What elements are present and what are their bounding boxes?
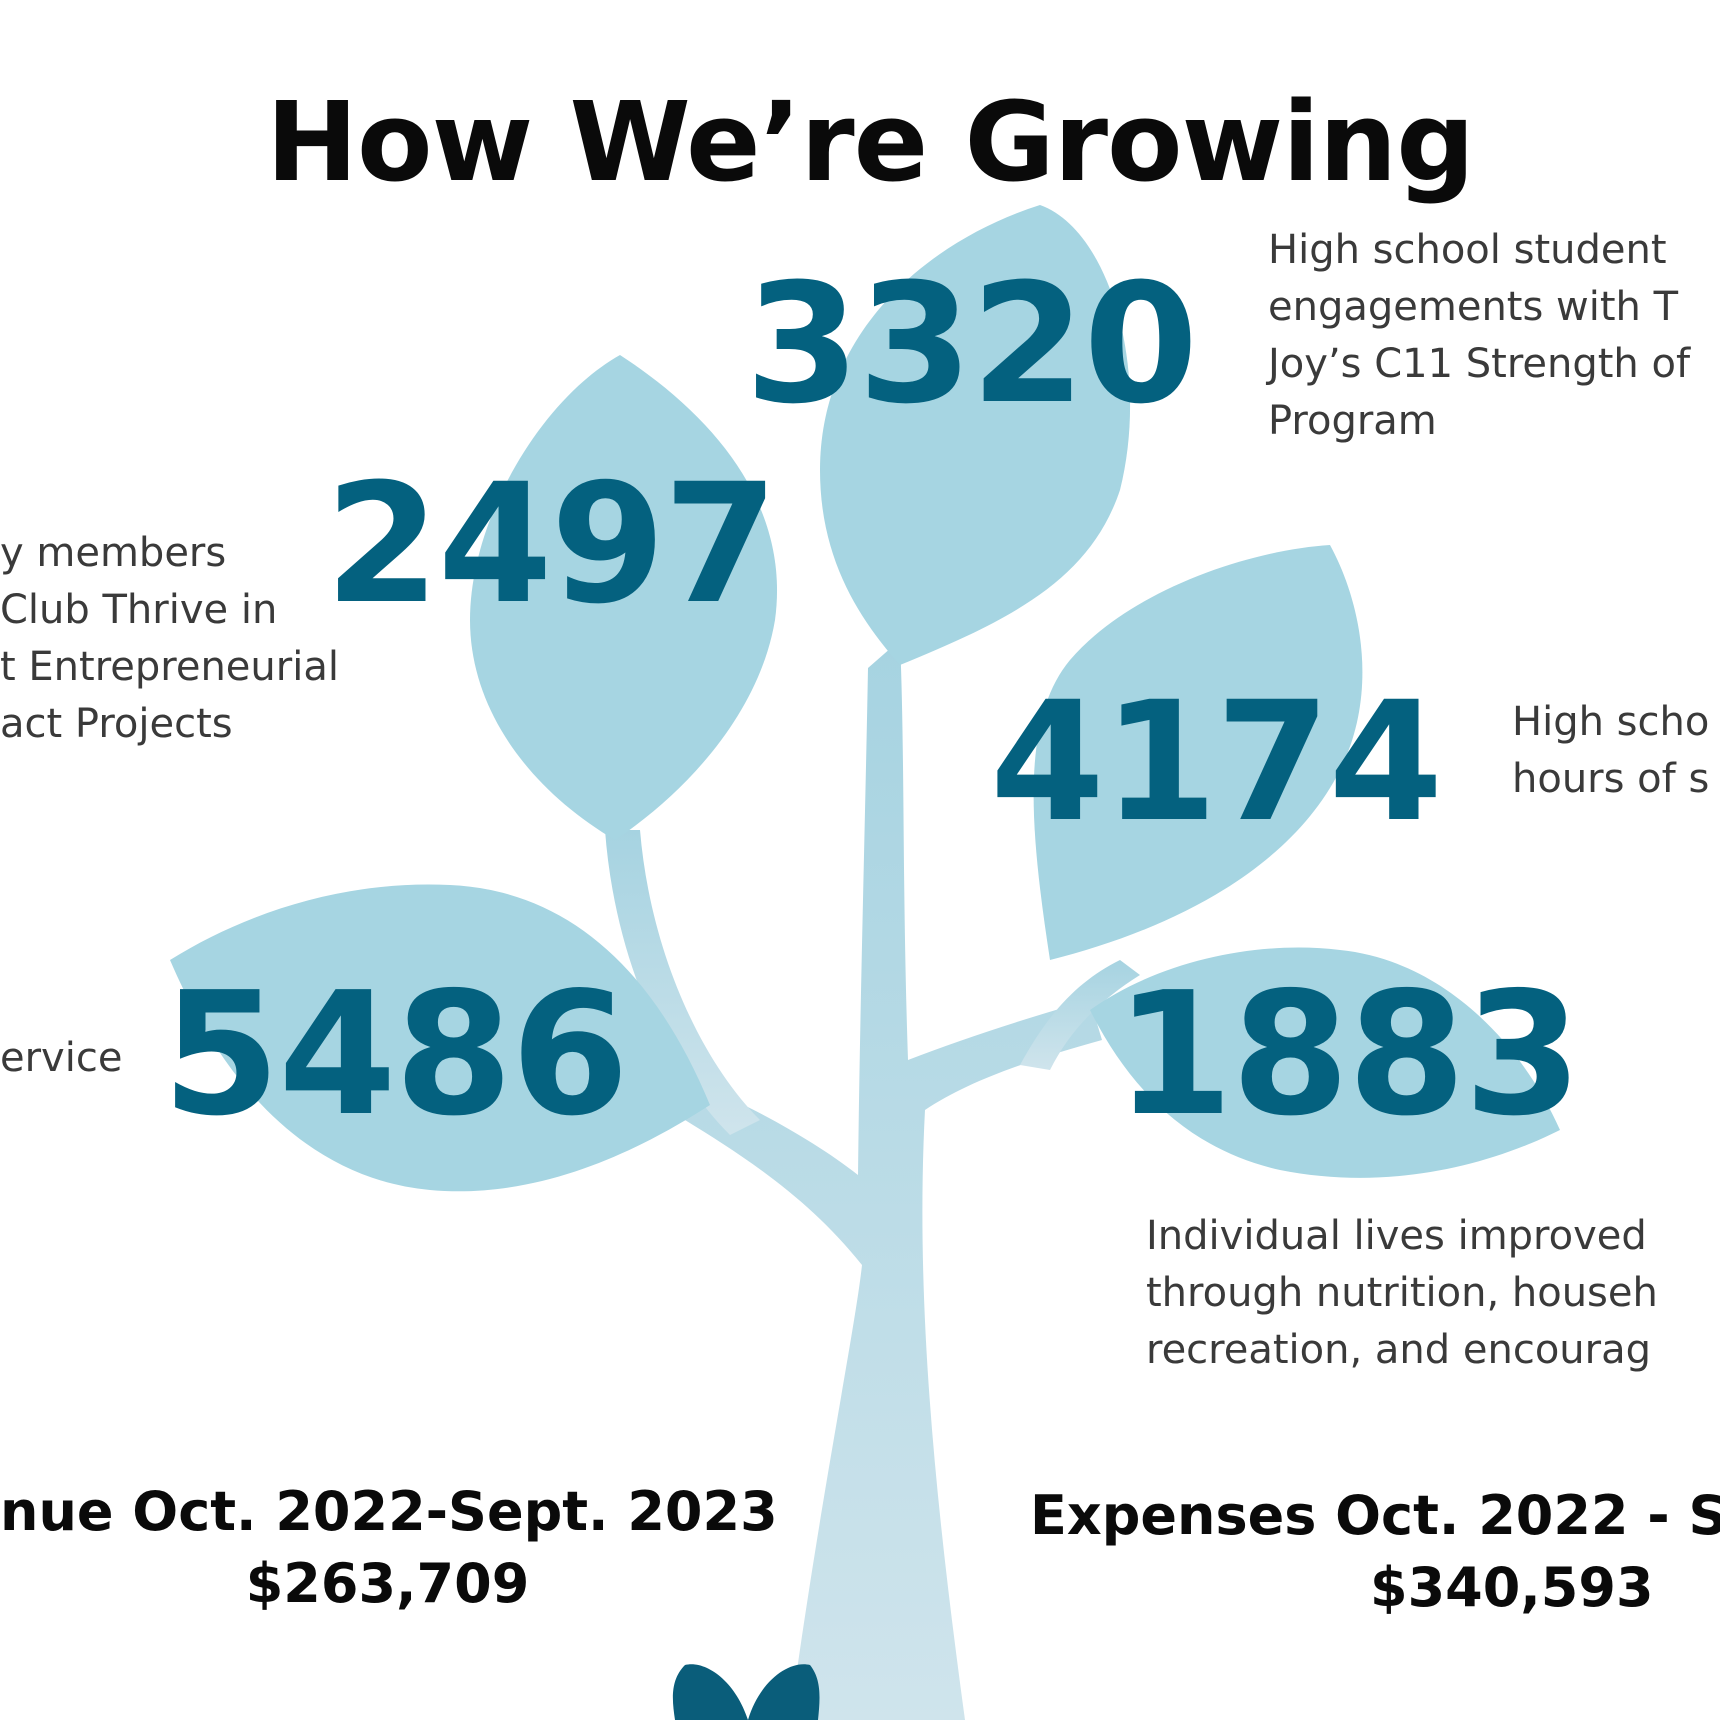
leaf-lower-right: [1090, 947, 1560, 1178]
stat-4174-value: 4174: [990, 666, 1443, 858]
revenue-amount: $263,709: [245, 1552, 530, 1615]
expenses-block: Expenses Oct. 2022 - Se $340,593: [1030, 1480, 1720, 1624]
stat-2497-line: t Entrepreneurial: [0, 644, 339, 690]
tree-branch-right: [1020, 960, 1140, 1070]
stat-1883-description: Individual lives improved through nutrit…: [1146, 1208, 1658, 1379]
stat-4174-description: High scho hours of s: [1512, 694, 1709, 808]
page-title: How We’re Growing: [266, 78, 1475, 206]
stat-3320-line: High school student: [1268, 227, 1667, 273]
stat-1883-line: Individual lives improved: [1146, 1213, 1647, 1259]
leaf-upper-left: [470, 355, 778, 840]
stat-4174-line: hours of s: [1512, 756, 1710, 802]
tree-trunk: [685, 640, 1102, 1720]
stat-2497-line: Club Thrive in: [0, 587, 278, 633]
stat-3320-line: engagements with T: [1268, 284, 1679, 330]
stat-1883-line: through nutrition, househ: [1146, 1270, 1658, 1316]
stat-1883-line: recreation, and encourag: [1146, 1327, 1651, 1373]
stat-2497-line: act Projects: [0, 701, 233, 747]
stat-3320-value: 3320: [745, 248, 1198, 440]
tree-branch-left: [605, 830, 760, 1135]
expenses-amount: $340,593: [1370, 1556, 1654, 1619]
stat-5486-value: 5486: [162, 956, 629, 1154]
stat-4174-line: High scho: [1512, 699, 1710, 745]
stat-3320-description: High school student engagements with T J…: [1268, 222, 1690, 450]
stat-3320-line: Joy’s C11 Strength of: [1268, 341, 1691, 387]
stat-2497-value: 2497: [325, 448, 778, 640]
stat-5486-line: ervice: [0, 1035, 123, 1081]
leaf-middle-right: [1033, 545, 1363, 960]
sprout-icon: [672, 1664, 820, 1720]
stat-2497-description: y members Club Thrive in t Entrepreneuri…: [0, 525, 339, 753]
expenses-label: Expenses Oct. 2022 - Se: [1030, 1484, 1720, 1547]
leaf-top-center: [820, 205, 1131, 665]
stat-5486-description: ervice: [0, 1030, 122, 1087]
revenue-label: nue Oct. 2022-Sept. 2023: [0, 1480, 778, 1543]
revenue-block: nue Oct. 2022-Sept. 2023 $263,709: [0, 1476, 778, 1620]
stat-3320-line: Program: [1268, 398, 1437, 444]
stat-2497-line: y members: [0, 530, 227, 576]
leaf-lower-left: [170, 884, 710, 1192]
stat-1883-value: 1883: [1115, 956, 1582, 1154]
